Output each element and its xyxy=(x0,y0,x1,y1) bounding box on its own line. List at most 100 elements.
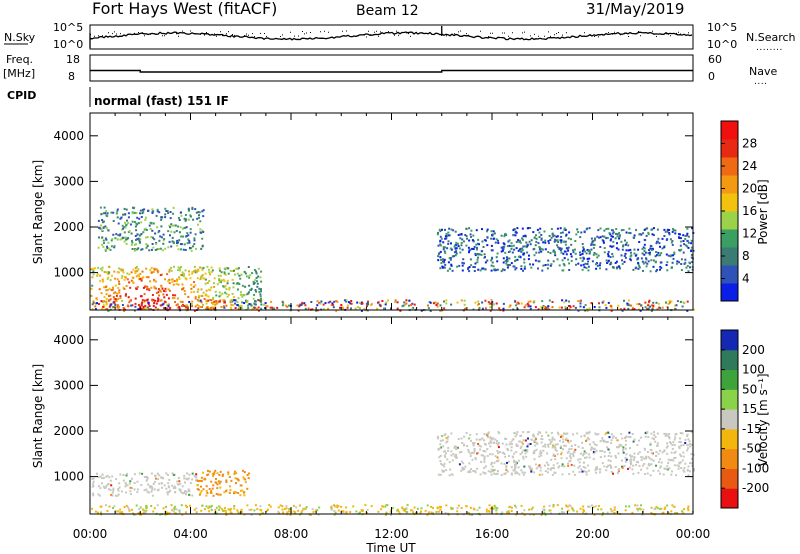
data-cell xyxy=(238,274,241,277)
data-cell xyxy=(215,294,218,297)
data-cell xyxy=(114,494,117,497)
data-cell xyxy=(443,450,446,453)
data-cell xyxy=(614,466,617,468)
data-cell xyxy=(450,242,452,245)
data-cell xyxy=(570,243,573,246)
data-cell xyxy=(171,224,174,227)
data-cell xyxy=(201,229,204,232)
data-cell xyxy=(121,236,124,239)
data-cell xyxy=(197,307,200,310)
data-cell xyxy=(581,447,584,449)
data-cell xyxy=(236,301,239,303)
data-cell xyxy=(510,247,513,250)
data-cell xyxy=(106,212,109,215)
data-cell xyxy=(358,511,361,514)
data-cell xyxy=(659,265,662,268)
data-cell xyxy=(167,485,170,488)
data-cell xyxy=(546,471,549,474)
data-cell xyxy=(218,474,221,476)
data-cell xyxy=(106,289,109,292)
data-cell xyxy=(441,265,444,268)
data-cell xyxy=(458,463,461,466)
data-cell xyxy=(293,510,296,513)
data-cell xyxy=(654,440,657,443)
data-cell xyxy=(608,451,611,454)
data-cell xyxy=(648,251,651,254)
data-cell xyxy=(513,459,515,462)
data-cell xyxy=(439,256,442,259)
data-cell xyxy=(101,236,104,239)
data-cell xyxy=(435,302,438,305)
data-cell xyxy=(686,443,689,446)
data-cell xyxy=(184,219,187,222)
data-cell xyxy=(265,305,268,307)
data-cell xyxy=(628,431,631,434)
data-cell xyxy=(123,309,126,312)
data-cell xyxy=(615,232,617,235)
data-cell xyxy=(213,285,216,288)
data-cell xyxy=(594,469,597,472)
data-cell xyxy=(90,287,93,290)
data-cell xyxy=(241,489,244,492)
data-cell xyxy=(581,243,584,245)
freq-tick-bottom: 8 xyxy=(68,70,75,83)
data-cell xyxy=(552,505,555,508)
data-cell xyxy=(655,270,658,273)
data-cell xyxy=(575,258,578,261)
data-cell xyxy=(450,264,453,267)
data-cell xyxy=(102,245,105,248)
data-cell xyxy=(515,471,518,474)
data-cell xyxy=(590,242,593,245)
data-cell xyxy=(473,266,476,269)
data-cell xyxy=(540,438,543,440)
data-cell xyxy=(206,492,209,494)
data-cell xyxy=(194,271,197,274)
data-cell xyxy=(667,303,670,305)
data-cell xyxy=(113,297,116,300)
data-cell xyxy=(628,227,631,230)
data-cell xyxy=(108,505,111,508)
data-cell xyxy=(122,479,125,482)
data-cell xyxy=(187,234,190,237)
data-cell xyxy=(105,238,108,241)
data-cell xyxy=(191,272,194,275)
data-cell xyxy=(668,301,671,304)
data-cell xyxy=(687,505,690,508)
data-cell xyxy=(334,511,337,514)
data-cell xyxy=(153,488,156,491)
data-cell xyxy=(198,211,201,214)
data-cell xyxy=(475,438,478,441)
data-cell xyxy=(538,464,541,467)
data-cell xyxy=(151,299,154,302)
data-cell xyxy=(577,231,580,233)
data-cell xyxy=(200,509,203,512)
data-cell xyxy=(543,511,546,514)
data-cell xyxy=(479,473,482,476)
data-cell xyxy=(637,267,640,270)
data-cell xyxy=(142,210,145,213)
data-cell xyxy=(116,494,119,497)
data-cell xyxy=(473,442,476,444)
data-cell xyxy=(475,243,478,246)
data-cell xyxy=(157,298,160,301)
data-cell xyxy=(666,445,669,448)
data-cell xyxy=(252,283,255,285)
data-cell xyxy=(564,432,567,435)
data-cell xyxy=(102,227,105,229)
data-cell xyxy=(676,260,679,263)
data-cell xyxy=(411,509,414,512)
data-cell xyxy=(554,254,557,257)
data-cell xyxy=(527,258,530,261)
data-cell xyxy=(202,266,205,269)
data-cell xyxy=(529,300,532,303)
data-cell xyxy=(136,286,139,289)
data-cell xyxy=(441,464,444,466)
data-cell xyxy=(98,494,101,497)
data-cell xyxy=(460,469,463,472)
data-cell xyxy=(582,263,585,266)
data-cell xyxy=(109,479,112,482)
data-cell xyxy=(159,274,162,277)
data-cell xyxy=(99,206,102,209)
